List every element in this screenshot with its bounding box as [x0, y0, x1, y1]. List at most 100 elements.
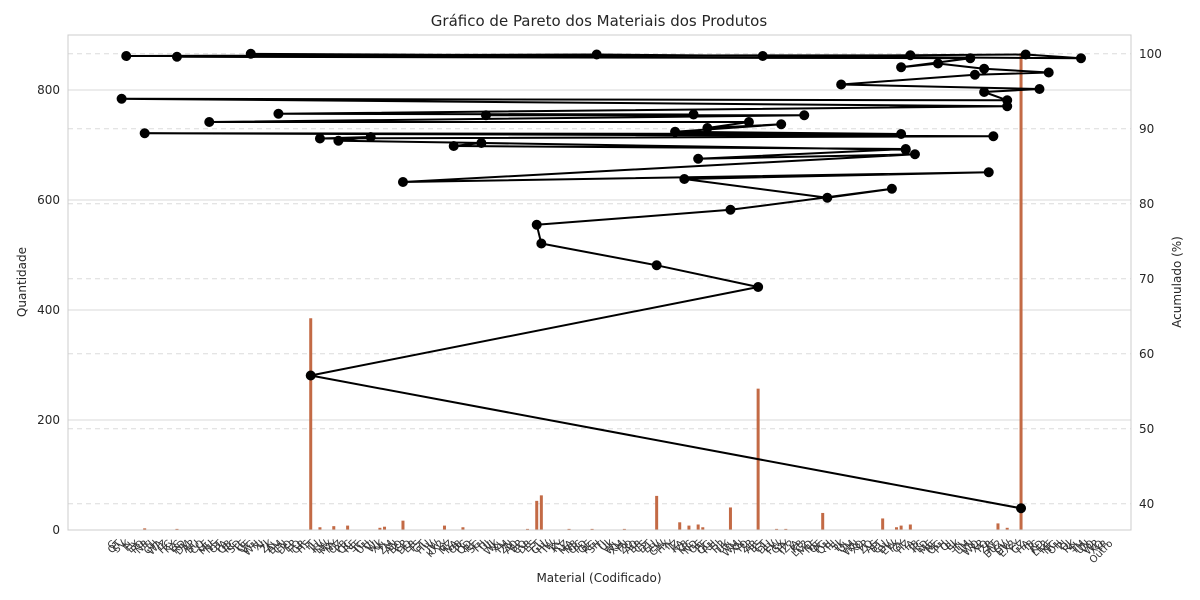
- bar: [383, 526, 387, 530]
- cumulative-point: [776, 119, 787, 130]
- chart-title: Gráfico de Pareto dos Materiais dos Prod…: [431, 12, 768, 30]
- bar: [442, 525, 446, 530]
- cumulative-point: [757, 51, 768, 61]
- bar: [655, 495, 659, 530]
- bar: [535, 500, 539, 530]
- bar: [775, 528, 779, 530]
- cumulative-point: [1076, 53, 1086, 64]
- bar: [175, 528, 179, 530]
- bar: [590, 528, 594, 530]
- cumulative-point: [969, 69, 980, 80]
- bar: [784, 528, 788, 530]
- cumulative-point: [822, 192, 833, 203]
- cumulative-point: [725, 204, 736, 215]
- bar: [899, 525, 903, 530]
- y-tick-label: 600: [37, 193, 60, 207]
- bar: [461, 527, 465, 530]
- cumulative-point: [1034, 84, 1045, 94]
- cumulative-point: [333, 135, 344, 146]
- y2-tick-label: 70: [1139, 272, 1154, 286]
- cumulative-point: [139, 128, 150, 139]
- bar: [908, 524, 912, 530]
- bar: [678, 522, 682, 530]
- bar: [346, 525, 350, 530]
- grid-layer: [68, 53, 1131, 531]
- cumulative-point: [679, 174, 690, 184]
- bar: [332, 526, 336, 530]
- cumulative-point: [305, 370, 316, 381]
- cumulative-point: [905, 50, 916, 61]
- bar: [567, 528, 571, 530]
- cumulative-point: [531, 219, 542, 230]
- y-tick-label: 0: [52, 523, 60, 537]
- cumulative-point: [121, 51, 132, 61]
- cumulative-line: [120, 52, 1082, 510]
- cumulative-point: [1002, 95, 1013, 106]
- bar: [881, 518, 885, 530]
- cumulative-point: [988, 131, 999, 142]
- cumulative-point: [116, 93, 127, 104]
- cumulative-point: [836, 79, 847, 90]
- cumulative-point: [171, 51, 182, 62]
- cumulative-point: [743, 117, 754, 127]
- y2-tick-label: 40: [1139, 497, 1154, 511]
- y2-tick-label: 90: [1139, 122, 1154, 136]
- bar: [309, 318, 313, 530]
- cumulative-point: [591, 49, 602, 60]
- bar: [895, 527, 899, 530]
- cumulative-point: [448, 141, 459, 151]
- y2-tick-label: 60: [1139, 347, 1154, 361]
- cumulative-point: [1016, 503, 1027, 514]
- cumulative-point: [476, 138, 487, 148]
- cumulative-point: [886, 183, 897, 194]
- y-tick-label: 200: [37, 413, 60, 427]
- cumulative-point: [965, 53, 976, 64]
- bar: [526, 528, 530, 530]
- cumulative-point: [651, 260, 662, 271]
- cumulative-point: [900, 144, 911, 155]
- bar: [687, 525, 691, 530]
- bar: [701, 527, 705, 530]
- cumulative-point: [365, 132, 376, 142]
- cumulative-point: [536, 238, 547, 249]
- y2-axis-label: Acumulado (%): [1170, 236, 1184, 328]
- cumulative-point: [397, 177, 408, 187]
- bar: [696, 524, 700, 530]
- cumulative-point: [799, 110, 810, 121]
- cumulative-point: [480, 110, 491, 121]
- cumulative-point: [688, 109, 699, 120]
- bar: [996, 523, 1000, 530]
- bar: [401, 520, 405, 530]
- bar: [821, 512, 825, 530]
- y2-tick-label: 100: [1139, 47, 1162, 61]
- y2-tick-label: 50: [1139, 422, 1154, 436]
- axes-layer: 0200400600800405060708090100GQTSVKFLEXPO…: [37, 34, 1162, 566]
- bar: [1005, 527, 1009, 530]
- x-axis-label: Material (Codificado): [536, 571, 661, 585]
- y-axis-label: Quantidade: [15, 247, 29, 317]
- bar: [318, 527, 322, 530]
- cumulative-point: [702, 123, 713, 133]
- plot-frame: [67, 34, 1132, 531]
- bar: [143, 528, 147, 530]
- cumulative-point: [983, 167, 994, 178]
- cumulative-point: [933, 58, 944, 69]
- cumulative-point: [979, 63, 990, 74]
- cumulative-point: [204, 117, 215, 127]
- cumulative-point: [245, 48, 256, 59]
- cumulative-point: [1043, 67, 1054, 78]
- bars-layer: [143, 53, 1023, 531]
- bar: [622, 528, 626, 530]
- bar: [539, 495, 543, 530]
- y-tick-label: 400: [37, 303, 60, 317]
- cumulative-point: [909, 149, 920, 160]
- cumulative-point: [753, 282, 764, 292]
- bar: [1019, 53, 1023, 531]
- y-tick-label: 800: [37, 83, 60, 97]
- cumulative-point: [314, 133, 325, 144]
- cumulative-point: [896, 62, 907, 73]
- cumulative-point: [1020, 49, 1031, 60]
- cumulative-point: [896, 129, 907, 139]
- y2-tick-label: 80: [1139, 197, 1154, 211]
